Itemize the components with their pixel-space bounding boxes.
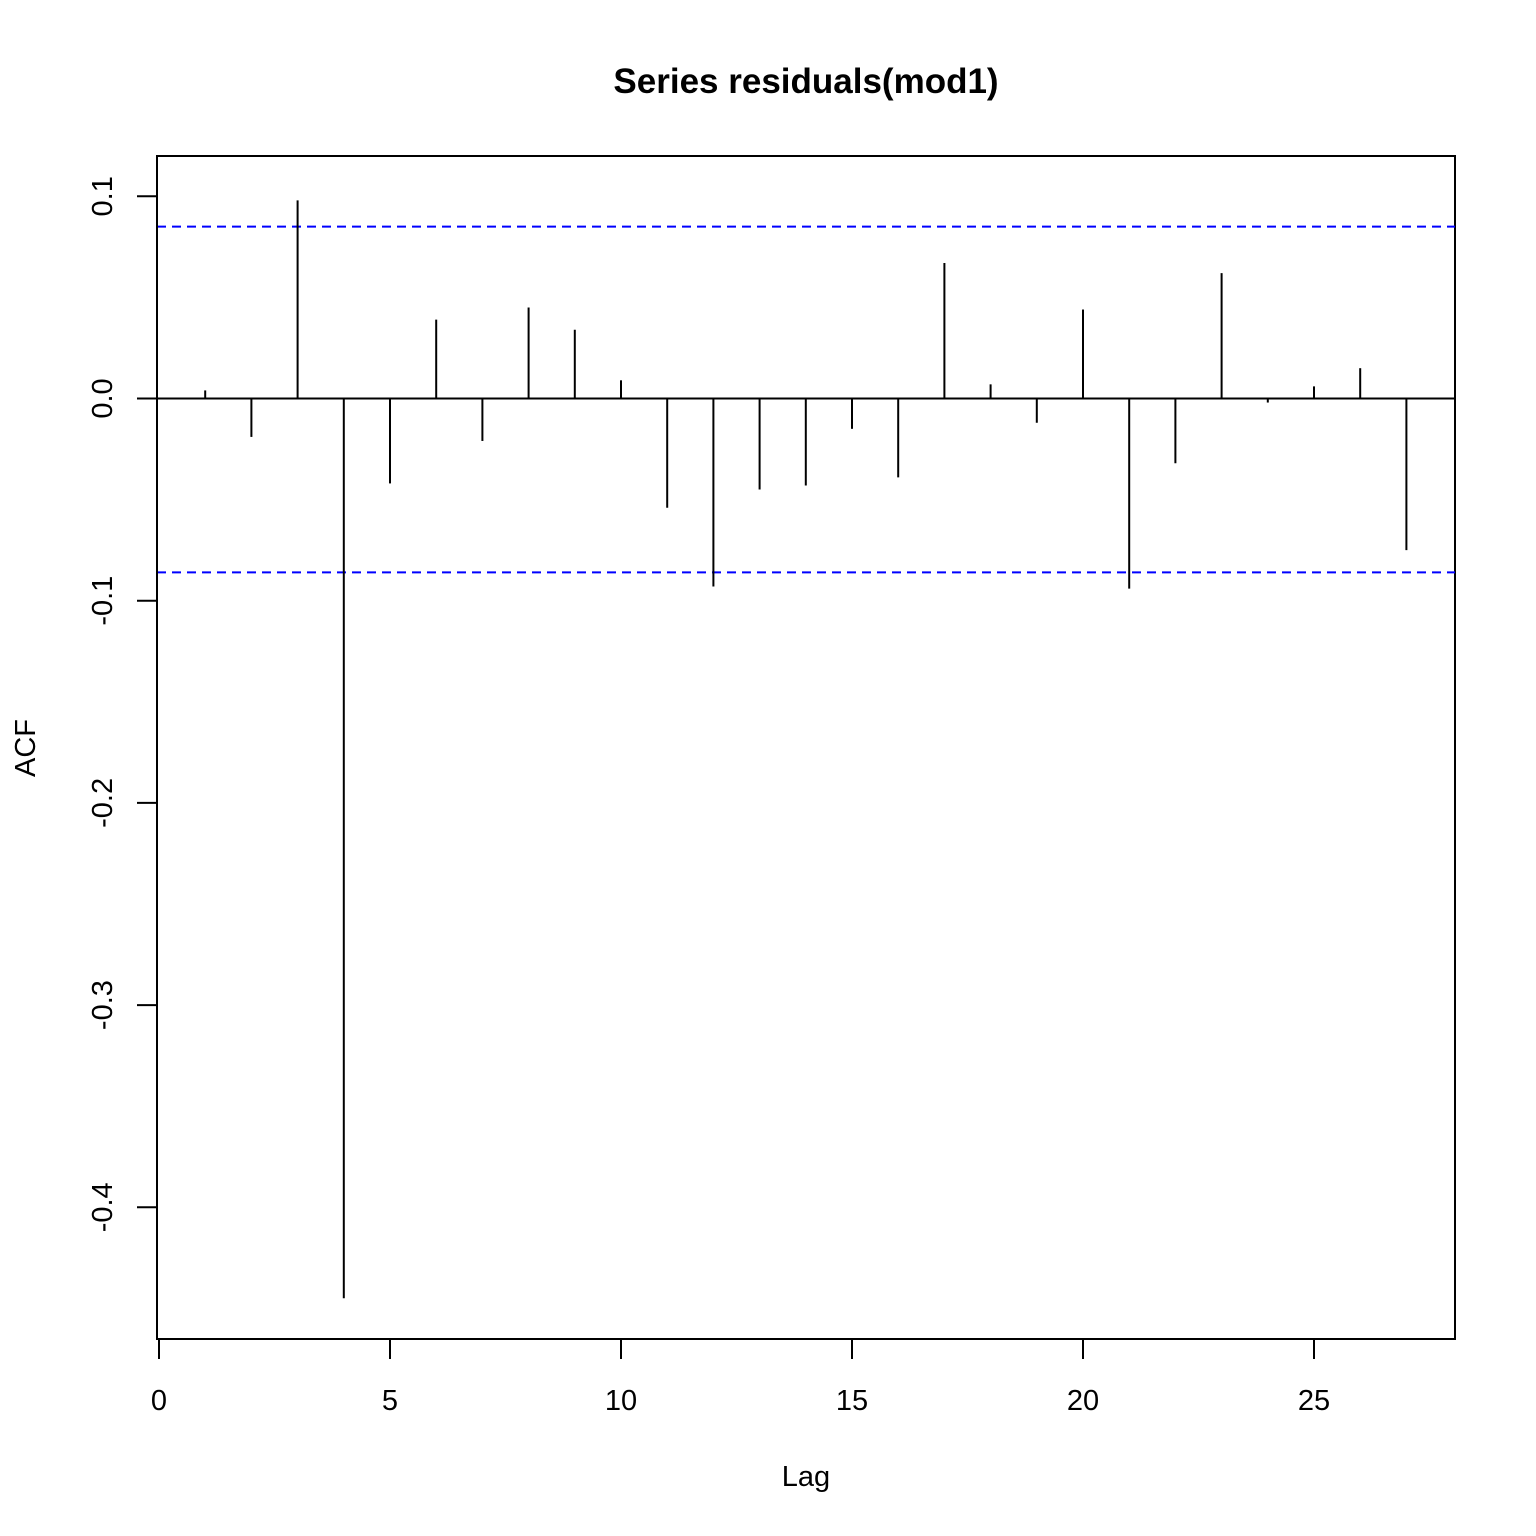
x-tick-label: 25 xyxy=(1298,1385,1330,1417)
acf-bars xyxy=(204,200,1408,1299)
x-tick-label: 20 xyxy=(1067,1385,1099,1417)
x-tick-label: 10 xyxy=(605,1385,637,1417)
y-tick-label: -0.1 xyxy=(87,576,119,626)
x-tick-label: 0 xyxy=(151,1385,167,1417)
y-tick-label: -0.4 xyxy=(87,1182,119,1232)
confidence-bounds xyxy=(157,225,1455,574)
y-axis-title: ACF xyxy=(10,719,42,777)
x-tick-label: 5 xyxy=(382,1385,398,1417)
x-axis: 0 5 10 15 20 25 xyxy=(151,1338,1330,1417)
x-tick-label: 15 xyxy=(836,1385,868,1417)
y-tick-label: -0.3 xyxy=(87,980,119,1030)
y-tick-label: 0.1 xyxy=(87,176,119,216)
y-axis: -0.4 -0.3 -0.2 -0.1 0.0 0.1 xyxy=(87,176,158,1232)
plot-area-frame xyxy=(156,155,1456,1340)
y-tick-label: -0.2 xyxy=(87,778,119,828)
x-axis-title: Lag xyxy=(782,1461,830,1493)
y-tick-label: 0.0 xyxy=(87,378,119,418)
chart-title: Series residuals(mod1) xyxy=(613,62,998,101)
